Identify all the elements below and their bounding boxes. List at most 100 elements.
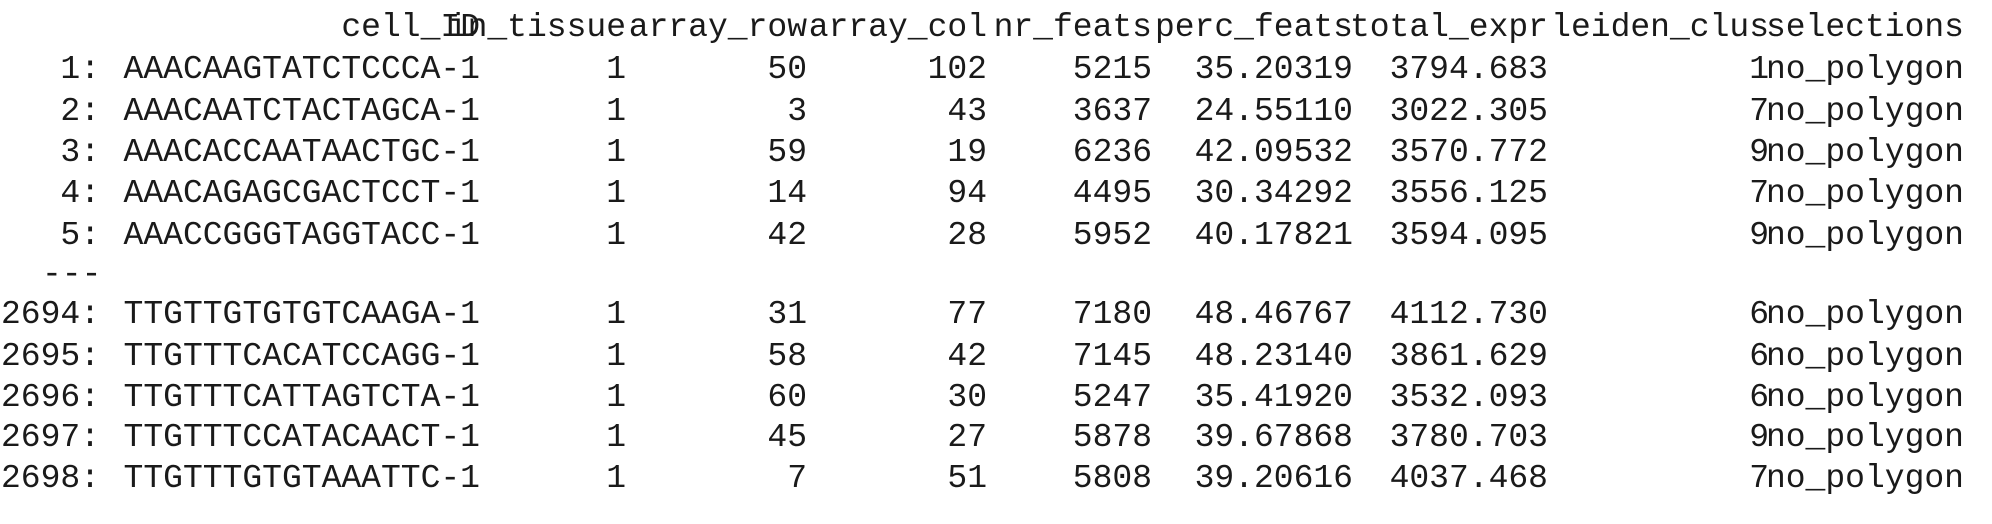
array-col: 43	[947, 93, 987, 130]
in-tissue: 1	[606, 338, 626, 375]
perc-feats: 40.17821	[1194, 217, 1353, 254]
array-row: 42	[767, 217, 807, 254]
array-col: 102	[927, 51, 987, 88]
selections: no_polygon	[1765, 296, 1964, 333]
perc-feats: 35.20319	[1194, 51, 1353, 88]
perc-feats: 39.67868	[1194, 419, 1353, 456]
array-row: 58	[767, 338, 807, 375]
total-expr: 3794.683	[1389, 51, 1548, 88]
row-index: 2695:	[0, 338, 100, 375]
selections: no_polygon	[1765, 217, 1964, 254]
cell-id: TTGTTTCCATACAACT-1	[123, 419, 480, 456]
perc-feats: 24.55110	[1194, 93, 1353, 130]
row-index: 2694:	[0, 296, 100, 333]
cell-id: AAACAGAGCGACTCCT-1	[123, 175, 480, 212]
array-row: 31	[767, 296, 807, 333]
nr-feats: 7180	[1072, 296, 1152, 333]
selections: no_polygon	[1765, 338, 1964, 375]
column-header: perc_feats	[1154, 9, 1353, 46]
row-separator: ---	[42, 256, 102, 293]
leiden-clus: 7	[1749, 460, 1769, 497]
leiden-clus: 9	[1749, 419, 1769, 456]
selections: no_polygon	[1765, 51, 1964, 88]
leiden-clus: 7	[1749, 93, 1769, 130]
cell-id: TTGTTGTGTGTCAAGA-1	[123, 296, 480, 333]
array-row: 59	[767, 134, 807, 171]
total-expr: 4112.730	[1389, 296, 1548, 333]
array-row: 14	[767, 175, 807, 212]
cell-id: AAACCGGGTAGGTACC-1	[123, 217, 480, 254]
leiden-clus: 6	[1749, 379, 1769, 416]
cell-id: TTGTTTGTGTAAATTC-1	[123, 460, 480, 497]
in-tissue: 1	[606, 217, 626, 254]
perc-feats: 35.41920	[1194, 379, 1353, 416]
selections: no_polygon	[1765, 134, 1964, 171]
cell-id: AAACAATCTACTAGCA-1	[123, 93, 480, 130]
in-tissue: 1	[606, 296, 626, 333]
array-col: 42	[947, 338, 987, 375]
row-index: 4:	[60, 175, 100, 212]
row-index: 2698:	[0, 460, 100, 497]
row-index: 2697:	[0, 419, 100, 456]
nr-feats: 7145	[1072, 338, 1152, 375]
nr-feats: 5808	[1072, 460, 1152, 497]
leiden-clus: 6	[1749, 296, 1769, 333]
column-header: cell_ID	[341, 9, 480, 46]
array-row: 7	[787, 460, 807, 497]
selections: no_polygon	[1765, 419, 1964, 456]
total-expr: 3022.305	[1389, 93, 1548, 130]
in-tissue: 1	[606, 93, 626, 130]
perc-feats: 48.23140	[1194, 338, 1353, 375]
cell-id: AAACAAGTATCTCCCA-1	[123, 51, 480, 88]
column-header: total_expr	[1349, 9, 1548, 46]
leiden-clus: 1	[1749, 51, 1769, 88]
total-expr: 3594.095	[1389, 217, 1548, 254]
row-index: 3:	[60, 134, 100, 171]
selections: no_polygon	[1765, 460, 1964, 497]
perc-feats: 30.34292	[1194, 175, 1353, 212]
column-header: in_tissue	[447, 9, 626, 46]
array-row: 3	[787, 93, 807, 130]
nr-feats: 6236	[1072, 134, 1152, 171]
array-col: 30	[947, 379, 987, 416]
in-tissue: 1	[606, 419, 626, 456]
array-col: 94	[947, 175, 987, 212]
column-header: array_col	[808, 9, 987, 46]
in-tissue: 1	[606, 460, 626, 497]
array-col: 77	[947, 296, 987, 333]
nr-feats: 4495	[1072, 175, 1152, 212]
perc-feats: 48.46767	[1194, 296, 1353, 333]
array-col: 19	[947, 134, 987, 171]
total-expr: 4037.468	[1389, 460, 1548, 497]
row-index: 2696:	[0, 379, 100, 416]
in-tissue: 1	[606, 175, 626, 212]
array-row: 60	[767, 379, 807, 416]
in-tissue: 1	[606, 51, 626, 88]
total-expr: 3570.772	[1389, 134, 1548, 171]
row-index: 5:	[60, 217, 100, 254]
leiden-clus: 6	[1749, 338, 1769, 375]
in-tissue: 1	[606, 379, 626, 416]
selections: no_polygon	[1765, 175, 1964, 212]
total-expr: 3780.703	[1389, 419, 1548, 456]
total-expr: 3532.093	[1389, 379, 1548, 416]
column-header: selections	[1765, 9, 1964, 46]
cell-id: AAACACCAATAACTGC-1	[123, 134, 480, 171]
nr-feats: 5878	[1072, 419, 1152, 456]
selections: no_polygon	[1765, 93, 1964, 130]
total-expr: 3556.125	[1389, 175, 1548, 212]
leiden-clus: 9	[1749, 134, 1769, 171]
column-header: leiden_clus	[1551, 9, 1769, 46]
nr-feats: 5215	[1072, 51, 1152, 88]
array-row: 45	[767, 419, 807, 456]
array-row: 50	[767, 51, 807, 88]
array-col: 27	[947, 419, 987, 456]
column-header: nr_feats	[993, 9, 1152, 46]
row-index: 2:	[60, 93, 100, 130]
in-tissue: 1	[606, 134, 626, 171]
cell-id: TTGTTTCATTAGTCTA-1	[123, 379, 480, 416]
leiden-clus: 7	[1749, 175, 1769, 212]
leiden-clus: 9	[1749, 217, 1769, 254]
selections: no_polygon	[1765, 379, 1964, 416]
nr-feats: 5247	[1072, 379, 1152, 416]
